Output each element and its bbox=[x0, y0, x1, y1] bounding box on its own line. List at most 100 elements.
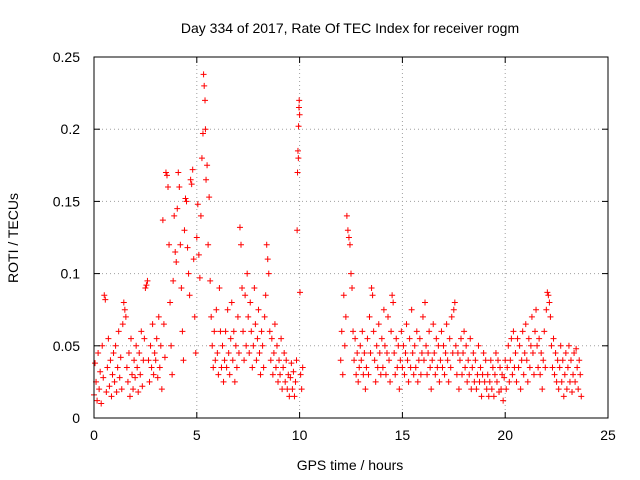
data-point bbox=[397, 357, 404, 364]
data-point bbox=[406, 335, 413, 342]
data-point bbox=[122, 313, 129, 320]
data-point bbox=[459, 371, 466, 378]
data-point bbox=[437, 357, 444, 364]
data-point bbox=[513, 378, 520, 385]
data-point bbox=[466, 371, 473, 378]
data-point bbox=[448, 313, 455, 320]
data-point bbox=[339, 371, 346, 378]
data-point bbox=[426, 328, 433, 335]
data-point bbox=[281, 350, 288, 357]
data-point bbox=[402, 350, 409, 357]
data-point bbox=[532, 328, 539, 335]
data-point bbox=[294, 147, 301, 154]
data-point bbox=[342, 313, 349, 320]
data-point bbox=[570, 371, 577, 378]
x-tick-label: 5 bbox=[193, 427, 201, 443]
data-point bbox=[543, 306, 550, 313]
data-point bbox=[250, 342, 257, 349]
data-point bbox=[371, 357, 378, 364]
data-point bbox=[460, 350, 467, 357]
data-point bbox=[160, 321, 167, 328]
data-point bbox=[559, 357, 566, 364]
data-point bbox=[194, 201, 201, 208]
data-point bbox=[381, 342, 388, 349]
x-tick-label: 25 bbox=[600, 427, 616, 443]
data-point bbox=[355, 378, 362, 385]
data-point bbox=[473, 386, 480, 393]
tick-marks bbox=[93, 56, 609, 419]
data-point bbox=[404, 357, 411, 364]
data-point bbox=[441, 371, 448, 378]
data-point bbox=[430, 321, 437, 328]
x-tick-label: 10 bbox=[292, 427, 308, 443]
data-point bbox=[262, 292, 269, 299]
data-point bbox=[244, 270, 251, 277]
data-point bbox=[265, 270, 272, 277]
data-point bbox=[516, 342, 523, 349]
data-point bbox=[424, 371, 431, 378]
data-point bbox=[294, 227, 301, 234]
data-point bbox=[405, 378, 412, 385]
data-point bbox=[106, 383, 113, 390]
data-point bbox=[362, 386, 369, 393]
data-point bbox=[399, 364, 406, 371]
data-point bbox=[553, 378, 560, 385]
data-point bbox=[261, 313, 268, 320]
data-point bbox=[434, 364, 441, 371]
data-point bbox=[157, 342, 164, 349]
data-point bbox=[569, 389, 576, 396]
data-point bbox=[520, 371, 527, 378]
data-point bbox=[438, 328, 445, 335]
data-point bbox=[256, 350, 263, 357]
data-point bbox=[510, 328, 517, 335]
data-point bbox=[461, 328, 468, 335]
data-point bbox=[178, 285, 185, 292]
data-point bbox=[533, 306, 540, 313]
data-point bbox=[282, 378, 289, 385]
data-point bbox=[217, 328, 224, 335]
data-point bbox=[556, 364, 563, 371]
data-point bbox=[190, 256, 197, 263]
data-point bbox=[407, 364, 414, 371]
data-point bbox=[275, 378, 282, 385]
data-point bbox=[348, 270, 354, 277]
data-point bbox=[108, 393, 115, 400]
data-point bbox=[546, 299, 553, 306]
data-point bbox=[271, 321, 278, 328]
data-point bbox=[498, 386, 505, 393]
data-point bbox=[167, 299, 174, 306]
data-point bbox=[139, 383, 146, 390]
data-point bbox=[134, 364, 141, 371]
data-point bbox=[233, 364, 240, 371]
data-point bbox=[408, 306, 415, 313]
x-axis-label: GPS time / hours bbox=[297, 457, 404, 473]
data-point bbox=[235, 350, 242, 357]
data-point bbox=[140, 357, 147, 364]
data-point bbox=[554, 357, 561, 364]
data-point bbox=[536, 335, 543, 342]
data-point bbox=[149, 321, 156, 328]
data-point bbox=[174, 205, 181, 212]
data-point bbox=[210, 364, 217, 371]
data-point bbox=[290, 368, 297, 375]
data-point bbox=[283, 357, 290, 364]
data-point bbox=[187, 176, 194, 183]
data-point bbox=[241, 357, 248, 364]
data-point bbox=[208, 313, 215, 320]
data-point bbox=[211, 328, 218, 335]
data-point bbox=[484, 371, 491, 378]
data-point bbox=[450, 306, 457, 313]
data-point bbox=[230, 328, 237, 335]
data-point bbox=[179, 328, 186, 335]
y-axis-label: ROTI / TECUs bbox=[5, 193, 21, 283]
data-point bbox=[446, 335, 453, 342]
data-point bbox=[132, 374, 139, 381]
data-point bbox=[229, 357, 236, 364]
data-point bbox=[172, 248, 179, 255]
data-point bbox=[118, 386, 125, 393]
data-point bbox=[98, 400, 105, 407]
data-point bbox=[500, 397, 507, 404]
data-point bbox=[551, 371, 558, 378]
data-point bbox=[504, 364, 511, 371]
data-point bbox=[133, 342, 140, 349]
